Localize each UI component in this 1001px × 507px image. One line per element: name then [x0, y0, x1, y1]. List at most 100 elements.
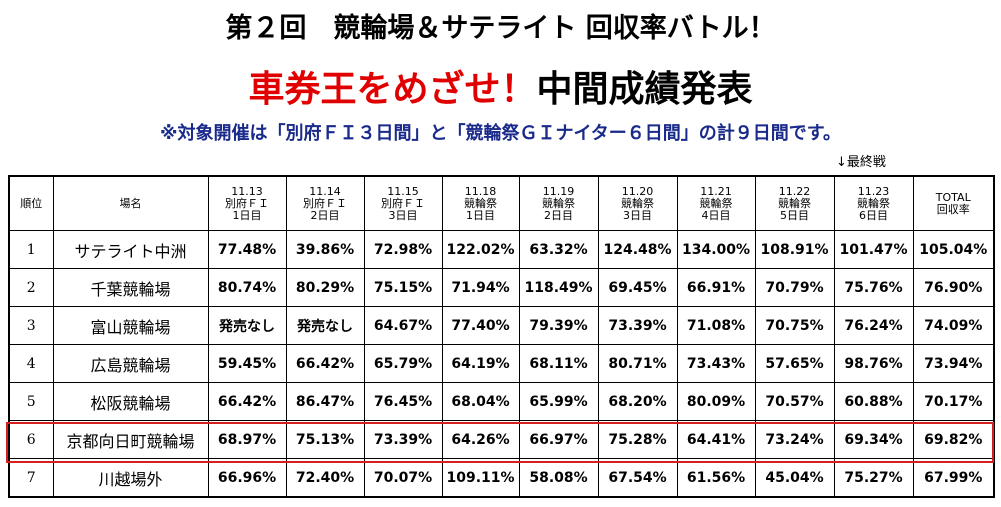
header-line: 競輪祭 [464, 196, 497, 210]
column-header: 場名 [52, 175, 209, 231]
rate-cell: 80.09% [676, 382, 756, 421]
column-header: 11.13 別府ＦＩ 1日目 [207, 175, 287, 231]
rate-cell: 72.98% [363, 230, 443, 269]
rate-cell: 70.17% [912, 382, 995, 421]
rate-cell: 86.47% [285, 382, 365, 421]
rank-cell: 1 [8, 230, 54, 269]
rate-cell: 75.76% [833, 268, 914, 307]
header-line: 11.20 [621, 184, 654, 198]
rate-cell: 66.96% [207, 458, 287, 498]
column-header: 11.18 競輪祭 1日目 [441, 175, 520, 231]
rate-cell: 80.74% [207, 268, 287, 307]
header-line: 11.15 [387, 184, 419, 198]
column-header: 順位 [8, 175, 54, 231]
rate-cell: 72.40% [285, 458, 365, 498]
rate-cell: 45.04% [754, 458, 835, 498]
header-line: 競輪祭 [542, 196, 575, 210]
rate-cell: 61.56% [676, 458, 756, 498]
rate-cell: 73.24% [754, 420, 835, 459]
header-line: 11.14 [309, 184, 341, 198]
subtitle: 車券王をめざせ！中間成績発表 [0, 60, 1001, 112]
rank-cell: 7 [8, 458, 54, 498]
rate-cell: 77.40% [441, 306, 520, 345]
rate-cell: 39.86% [285, 230, 365, 269]
rate-cell: 98.76% [833, 344, 914, 383]
rate-cell: 57.65% [754, 344, 835, 383]
header-line: 別府ＦＩ [225, 196, 269, 210]
table-row: 7 川越場外 66.96% 72.40% 70.07% 109.11% 58.08% 67.5… [8, 458, 995, 498]
table-row: 6 京都向日町競輪場 68.97% 75.13% 73.39% 64.26% 66.97% 7… [8, 420, 995, 459]
title: 第２回 競輪場＆サテライト 回収率バトル！ [225, 13, 776, 44]
rate-cell: 69.34% [833, 420, 914, 459]
rank-cell: 6 [8, 420, 54, 459]
header-line: 11.22 [778, 184, 811, 198]
header-line: 11.13 [231, 184, 263, 198]
header-line: 3日目 [623, 208, 652, 222]
header-line: 11.18 [464, 184, 497, 198]
rate-cell: 69.45% [597, 268, 678, 307]
rate-cell: 67.54% [597, 458, 678, 498]
header-line: 5日目 [780, 208, 809, 222]
rate-cell: 64.19% [441, 344, 520, 383]
rate-cell: 64.67% [363, 306, 443, 345]
venue-cell: 川越場外 [52, 458, 209, 498]
subtitle-black: 中間成績発表 [536, 69, 753, 110]
column-header: 11.22 競輪祭 5日目 [754, 175, 835, 231]
header-line: 別府ＦＩ [381, 196, 425, 210]
header-line: 1日目 [232, 208, 262, 222]
rate-cell: 65.99% [518, 382, 599, 421]
venue-cell: 富山競輪場 [52, 306, 209, 345]
rate-cell: 59.45% [207, 344, 287, 383]
header-line: 6日目 [859, 208, 888, 222]
rate-cell: 108.91% [754, 230, 835, 269]
rate-cell: 75.13% [285, 420, 365, 459]
rate-cell: 60.88% [833, 382, 914, 421]
rate-cell: 66.97% [518, 420, 599, 459]
column-header: 11.15 別府ＦＩ 3日目 [363, 175, 443, 231]
rate-cell: 134.00% [676, 230, 756, 269]
rate-cell: 70.75% [754, 306, 835, 345]
header-line: 順位 [20, 196, 43, 210]
venue-cell: サテライト中洲 [52, 230, 209, 269]
rate-cell: 105.04% [912, 230, 995, 269]
table-row: 3 富山競輪場 発売なし 発売なし 64.67% 77.40% 79.39% 73.39% 71… [8, 306, 995, 345]
rank-cell: 4 [8, 344, 54, 383]
header-line: 3日目 [388, 208, 418, 222]
rate-cell: 68.97% [207, 420, 287, 459]
header-line: 11.23 [857, 184, 890, 198]
rate-cell: 発売なし [285, 306, 365, 345]
rate-cell: 124.48% [597, 230, 678, 269]
header-line: TOTAL [935, 190, 971, 204]
header-line: 場名 [119, 196, 142, 210]
rate-cell: 109.11% [441, 458, 520, 498]
rate-cell: 70.57% [754, 382, 835, 421]
rate-cell: 101.47% [833, 230, 914, 269]
header-line: 競輪祭 [699, 196, 733, 210]
rate-cell: 68.20% [597, 382, 678, 421]
rank-cell: 2 [8, 268, 54, 307]
rate-cell: 76.24% [833, 306, 914, 345]
venue-cell: 京都向日町競輪場 [52, 420, 209, 459]
header-line: 1日目 [466, 208, 495, 222]
rate-cell: 80.29% [285, 268, 365, 307]
rate-cell: 71.94% [441, 268, 520, 307]
header-line: 11.21 [700, 184, 732, 198]
rank-cell: 3 [8, 306, 54, 345]
table-row: 5 松阪競輪場 66.42% 86.47% 76.45% 68.04% 65.99% 68.2… [8, 382, 995, 421]
final-marker: ↓最終戦 [836, 155, 886, 170]
note: ※対象開催は「別府ＦＩ３日間」と「競輪祭ＧＩナイター６日間」の計９日間です。 [160, 123, 841, 144]
rate-cell: 79.39% [518, 306, 599, 345]
header-line: 競輪祭 [621, 196, 654, 210]
rate-cell: 65.79% [363, 344, 443, 383]
header-line: 2日目 [544, 208, 573, 222]
subtitle-red: 車券王をめざせ！ [248, 69, 537, 110]
rate-cell: 66.91% [676, 268, 756, 307]
column-header: 11.19 競輪祭 2日目 [518, 175, 599, 231]
column-header: 11.23 競輪祭 6日目 [833, 175, 914, 231]
rate-cell: 68.04% [441, 382, 520, 421]
rate-cell: 75.27% [833, 458, 914, 498]
column-header: 11.21 競輪祭 4日目 [676, 175, 756, 231]
rate-cell: 80.71% [597, 344, 678, 383]
header-line: 競輪祭 [778, 196, 811, 210]
header-line: 競輪祭 [857, 196, 890, 210]
